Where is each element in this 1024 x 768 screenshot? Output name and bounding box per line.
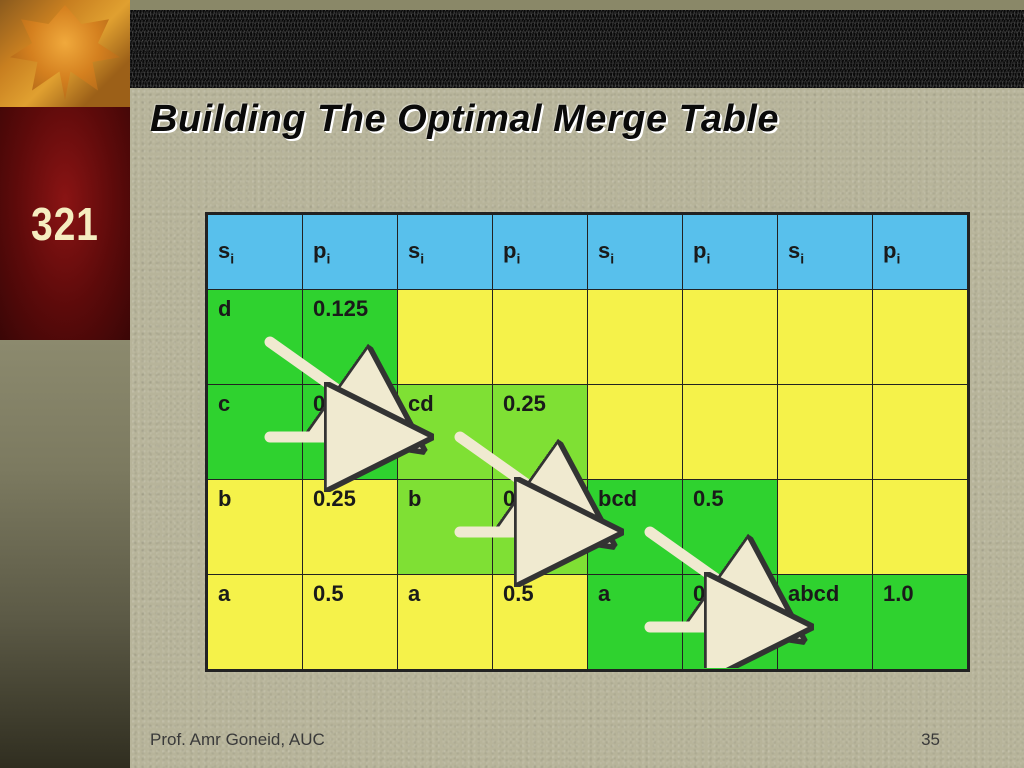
cell-r2-c2: 0.125 xyxy=(303,385,398,480)
sidebar-filler xyxy=(0,340,130,768)
footer-author-text: Prof. Amr Goneid, AUC xyxy=(150,730,325,750)
cell-r1-c3 xyxy=(398,290,493,385)
cell-r4-c8: 1.0 xyxy=(873,575,968,670)
leaf-logo-icon xyxy=(0,0,130,107)
cell-r1-c8 xyxy=(873,290,968,385)
cell-r1-c1: d xyxy=(208,290,303,385)
cell-r1-c5 xyxy=(588,290,683,385)
cell-r1-c4 xyxy=(493,290,588,385)
table-row-1: d 0.125 xyxy=(208,290,968,385)
header-cell-pi-1: pi xyxy=(493,215,588,290)
table-row-3: b 0.25 b 0.25 bcd 0.5 xyxy=(208,480,968,575)
cell-r3-c7 xyxy=(778,480,873,575)
header-cell-si-2: si xyxy=(588,215,683,290)
slide-title: Building The Optimal Merge Table xyxy=(150,98,1010,141)
left-sidebar: 321 xyxy=(0,0,130,768)
cell-r4-c3: a xyxy=(398,575,493,670)
top-bar-strip xyxy=(130,0,1024,10)
cell-r2-c3: cd xyxy=(398,385,493,480)
noise-texture-bar xyxy=(130,10,1024,88)
cell-r4-c1: a xyxy=(208,575,303,670)
merge-table: si pi si pi si pi si pi d 0.125 c 0.125 … xyxy=(207,214,968,670)
table-row-4: a 0.5 a 0.5 a 0.5 abcd 1.0 xyxy=(208,575,968,670)
header-cell-pi-0: pi xyxy=(303,215,398,290)
header-cell-si-1: si xyxy=(398,215,493,290)
cell-r3-c2: 0.25 xyxy=(303,480,398,575)
numeral-banner: 321 xyxy=(0,107,130,340)
cell-r4-c4: 0.5 xyxy=(493,575,588,670)
cell-r2-c1: c xyxy=(208,385,303,480)
slide-title-area: Building The Optimal Merge Table xyxy=(150,98,1010,158)
cell-r3-c3: b xyxy=(398,480,493,575)
header-cell-si-0: si xyxy=(208,215,303,290)
header-cell-si-3: si xyxy=(778,215,873,290)
cell-r3-c8 xyxy=(873,480,968,575)
cell-r3-c6: 0.5 xyxy=(683,480,778,575)
cell-r4-c2: 0.5 xyxy=(303,575,398,670)
cell-r2-c5 xyxy=(588,385,683,480)
cell-r2-c7 xyxy=(778,385,873,480)
cell-r4-c5: a xyxy=(588,575,683,670)
cell-r3-c1: b xyxy=(208,480,303,575)
cell-r1-c7 xyxy=(778,290,873,385)
merge-table-container: si pi si pi si pi si pi d 0.125 c 0.125 … xyxy=(205,212,970,672)
cell-r3-c4: 0.25 xyxy=(493,480,588,575)
cell-r2-c6 xyxy=(683,385,778,480)
footer-page-number: 35 xyxy=(921,730,970,750)
cell-r4-c7: abcd xyxy=(778,575,873,670)
header-cell-pi-3: pi xyxy=(873,215,968,290)
cell-r3-c5: bcd xyxy=(588,480,683,575)
cell-r1-c2: 0.125 xyxy=(303,290,398,385)
cell-r2-c4: 0.25 xyxy=(493,385,588,480)
cell-r1-c6 xyxy=(683,290,778,385)
cell-r4-c6: 0.5 xyxy=(683,575,778,670)
cell-r2-c8 xyxy=(873,385,968,480)
numeral-banner-text: 321 xyxy=(31,201,99,247)
header-cell-pi-2: pi xyxy=(683,215,778,290)
slide-footer: Prof. Amr Goneid, AUC 35 xyxy=(150,730,970,750)
table-row-2: c 0.125 cd 0.25 xyxy=(208,385,968,480)
table-header-row: si pi si pi si pi si pi xyxy=(208,215,968,290)
